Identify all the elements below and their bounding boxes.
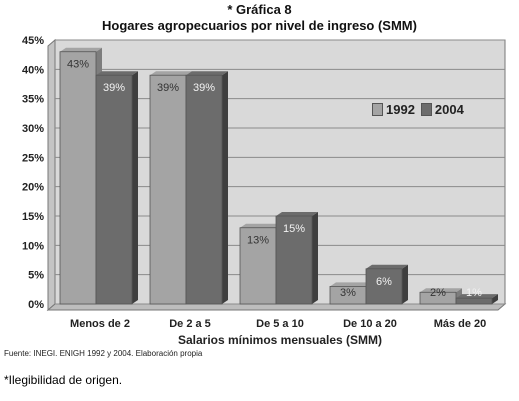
x-tick-label: Menos de 2	[70, 318, 130, 330]
bar-side	[132, 71, 138, 304]
y-tick-label: 0%	[28, 299, 44, 311]
bar-top	[456, 294, 498, 299]
bar-side	[492, 294, 498, 304]
bar-2004-1	[185, 74, 223, 305]
data-label: 13%	[247, 235, 269, 247]
data-label: 3%	[340, 287, 356, 299]
bar-1992-1	[149, 74, 187, 305]
y-tick-label: 5%	[28, 270, 44, 282]
bar-top	[150, 71, 192, 76]
x-tick-label: De 5 a 10	[256, 318, 304, 330]
y-tick-label: 45%	[22, 35, 44, 47]
y-tick-label: 35%	[22, 94, 44, 106]
bar-top	[60, 47, 102, 52]
bar-top	[96, 71, 138, 76]
bar-1992-0	[59, 51, 97, 305]
bar-top	[240, 223, 282, 228]
legend-label-2004: 2004	[434, 102, 464, 117]
bar-top	[330, 282, 372, 287]
bar-2004-2	[275, 215, 313, 305]
x-tick-label: De 10 a 20	[343, 318, 397, 330]
legend: 1992 2004	[372, 102, 470, 117]
plot-side-wall	[47, 38, 56, 312]
bar-2004-0	[95, 74, 133, 305]
legend-item-1992: 1992	[372, 102, 415, 117]
chart-number: * Gráfica 8	[227, 2, 292, 17]
footnote: *Ilegibilidad de origen.	[4, 373, 123, 387]
data-label: 15%	[283, 223, 305, 235]
bar-top	[276, 212, 318, 216]
plot-floor	[46, 303, 507, 311]
chart-title: Hogares agropecuarios por nivel de ingre…	[102, 18, 417, 33]
bar-1992-2	[239, 227, 277, 305]
y-tick-label: 30%	[22, 123, 44, 135]
legend-label-1992: 1992	[386, 102, 415, 117]
bar-2004-4	[455, 297, 493, 305]
y-tick-label: 20%	[22, 182, 44, 194]
y-tick-label: 25%	[22, 152, 44, 164]
legend-item-2004: 2004	[420, 102, 464, 117]
y-tick-label: 10%	[22, 240, 44, 252]
data-label: 43%	[67, 59, 89, 71]
data-label: 1%	[466, 287, 482, 299]
bar-side	[402, 264, 408, 304]
bar-side	[222, 71, 228, 304]
x-tick-label: Más de 20	[434, 318, 487, 330]
bar-top	[420, 288, 462, 293]
data-label: 6%	[376, 276, 392, 288]
bar-chart: 0% 5% 10% 15% 20% 25% 30% 35% 40% 45% 43% 39% Menos …	[22, 35, 507, 347]
legend-swatch-2004	[420, 103, 432, 116]
data-label: 39%	[193, 82, 215, 94]
data-label: 39%	[103, 82, 125, 94]
data-label: 2%	[430, 287, 446, 299]
x-tick-label: De 2 a 5	[169, 318, 211, 330]
bar-2004-3	[365, 268, 403, 305]
y-tick-label: 40%	[22, 64, 44, 76]
bar-side	[312, 212, 318, 304]
bar-top	[186, 71, 228, 76]
data-label: 39%	[157, 82, 179, 94]
source-note: Fuente: INEGI. ENIGH 1992 y 2004. Elabor…	[4, 349, 203, 358]
y-tick-label: 15%	[22, 211, 44, 223]
x-axis-title: Salarios mínimos mensuales (SMM)	[178, 333, 382, 347]
legend-swatch-1992	[372, 103, 383, 116]
bar-top	[366, 264, 408, 269]
